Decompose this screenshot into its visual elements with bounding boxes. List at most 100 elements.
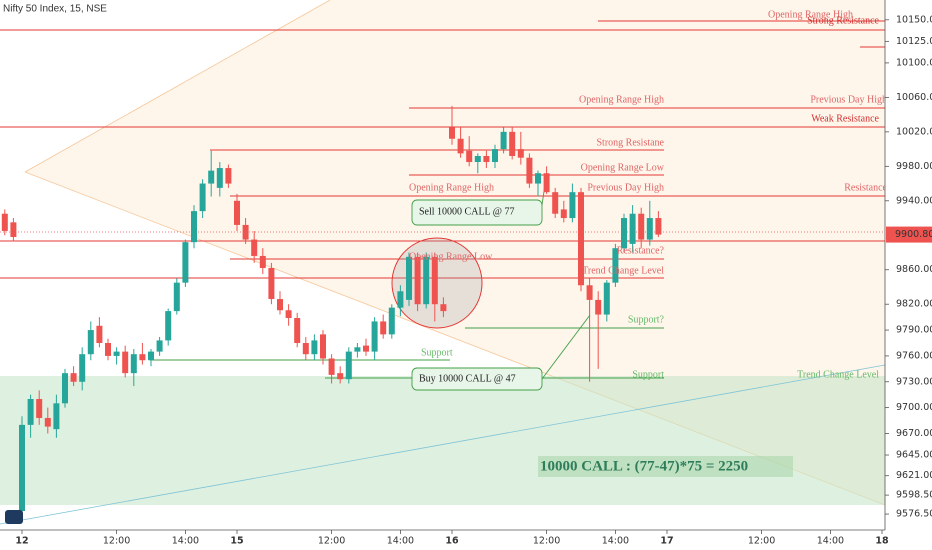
candle-body	[277, 299, 283, 311]
wedge-edge	[24, 0, 331, 173]
candle-body	[483, 155, 490, 163]
trend-line	[0, 364, 885, 525]
candle-body	[638, 213, 645, 240]
candle-body	[182, 242, 189, 283]
level-label: Trend Change Level	[797, 369, 879, 380]
x-tick-label: 14:00	[817, 536, 844, 547]
candle-body	[139, 354, 146, 361]
x-tick-label: 14:00	[172, 536, 199, 547]
candle-body	[500, 131, 507, 150]
candle-body	[199, 183, 206, 212]
candle-body	[251, 239, 258, 256]
candles	[1, 106, 662, 520]
candle-body	[156, 340, 163, 352]
candle-body	[328, 358, 335, 375]
x-tick-label: 12:00	[103, 536, 130, 547]
x-tick-label: 12:00	[748, 536, 775, 547]
candle-body	[569, 192, 576, 219]
level-label: Weak Resistance	[811, 113, 879, 124]
candle-body	[603, 282, 610, 315]
y-tick-label: 10125.00	[896, 36, 932, 47]
candle-body	[535, 173, 541, 184]
y-tick-label: 10060.00	[896, 92, 932, 103]
candle-body	[105, 342, 111, 356]
candle-body	[586, 285, 593, 300]
x-tick-label: 14:00	[602, 536, 629, 547]
candle-body	[302, 342, 309, 355]
candle-body	[122, 351, 129, 374]
candle-body	[423, 256, 430, 305]
candle-body	[10, 222, 17, 237]
level-label: Trend Change Level	[582, 265, 664, 276]
candle-body	[621, 218, 627, 249]
last-price-label: 9900.80	[895, 229, 932, 240]
candle-body	[345, 351, 352, 380]
y-tick-label: 9820.00	[896, 299, 932, 310]
y-tick-label: 9860.00	[896, 264, 932, 275]
candle-body	[646, 218, 653, 240]
y-tick-label: 9598.50	[896, 490, 932, 501]
candle-body	[629, 213, 636, 244]
level-label: Resistance	[844, 182, 887, 193]
candle-body	[70, 373, 77, 382]
candle-body	[225, 168, 232, 184]
candle-body	[526, 157, 533, 184]
x-tick-label: 12	[15, 536, 28, 547]
price-axis-bg	[885, 0, 932, 550]
note-box	[538, 456, 793, 477]
candle-body	[380, 321, 387, 335]
candle-body	[492, 149, 498, 163]
candle-body	[371, 321, 378, 352]
candle-body	[449, 127, 455, 139]
level-label: Support?	[628, 314, 665, 325]
candle-body	[466, 150, 473, 163]
level-label: Opening Range Low	[409, 251, 493, 262]
candle-body	[1, 213, 8, 231]
level-label: Strong Resistance	[807, 15, 879, 26]
candle-body	[517, 149, 524, 158]
candle-body	[388, 307, 395, 335]
level-label: Opening Range High	[768, 9, 853, 20]
candle-body	[457, 138, 464, 154]
level-label: Support	[421, 347, 453, 358]
candle-body	[595, 299, 602, 315]
candle-body	[165, 311, 172, 341]
level-label: Opening Range High	[409, 182, 494, 193]
x-tick-label: 15	[230, 536, 243, 547]
candle-body	[560, 209, 567, 219]
y-tick-label: 9760.00	[896, 350, 932, 361]
candle-body	[397, 291, 404, 308]
last-price-box	[886, 226, 932, 243]
y-tick-label: 9621.00	[896, 470, 932, 481]
candle-body	[320, 334, 326, 359]
logo	[5, 510, 23, 524]
y-tick-label: 9790.00	[896, 325, 932, 336]
x-tick-label: 12:00	[318, 536, 345, 547]
candle-body	[406, 256, 412, 300]
candle-body	[552, 192, 559, 214]
y-tick-label: 10150.00	[896, 14, 932, 25]
trade-note: 10000 CALL : (77-47)*75 = 2250	[540, 458, 748, 474]
level-label: Opening Range Low	[581, 162, 665, 173]
resistance-lines	[0, 20, 885, 279]
candle-body	[509, 131, 516, 156]
candle-body	[259, 255, 266, 269]
level-label: Previous Day High	[587, 182, 664, 193]
x-tick-label: 16	[445, 536, 459, 547]
candle-body	[311, 340, 318, 355]
candle-body	[27, 399, 34, 425]
candle-body	[191, 211, 197, 243]
y-tick-label: 10100.00	[896, 57, 932, 68]
candle-body	[208, 170, 215, 184]
candle-body	[36, 399, 43, 418]
candle-body	[44, 417, 51, 427]
candle-body	[234, 200, 240, 225]
level-label: Support	[632, 369, 664, 380]
candle-body	[363, 345, 369, 352]
candle-body	[62, 373, 68, 404]
candle-body	[130, 354, 137, 374]
x-tick-label: 17	[660, 536, 673, 547]
